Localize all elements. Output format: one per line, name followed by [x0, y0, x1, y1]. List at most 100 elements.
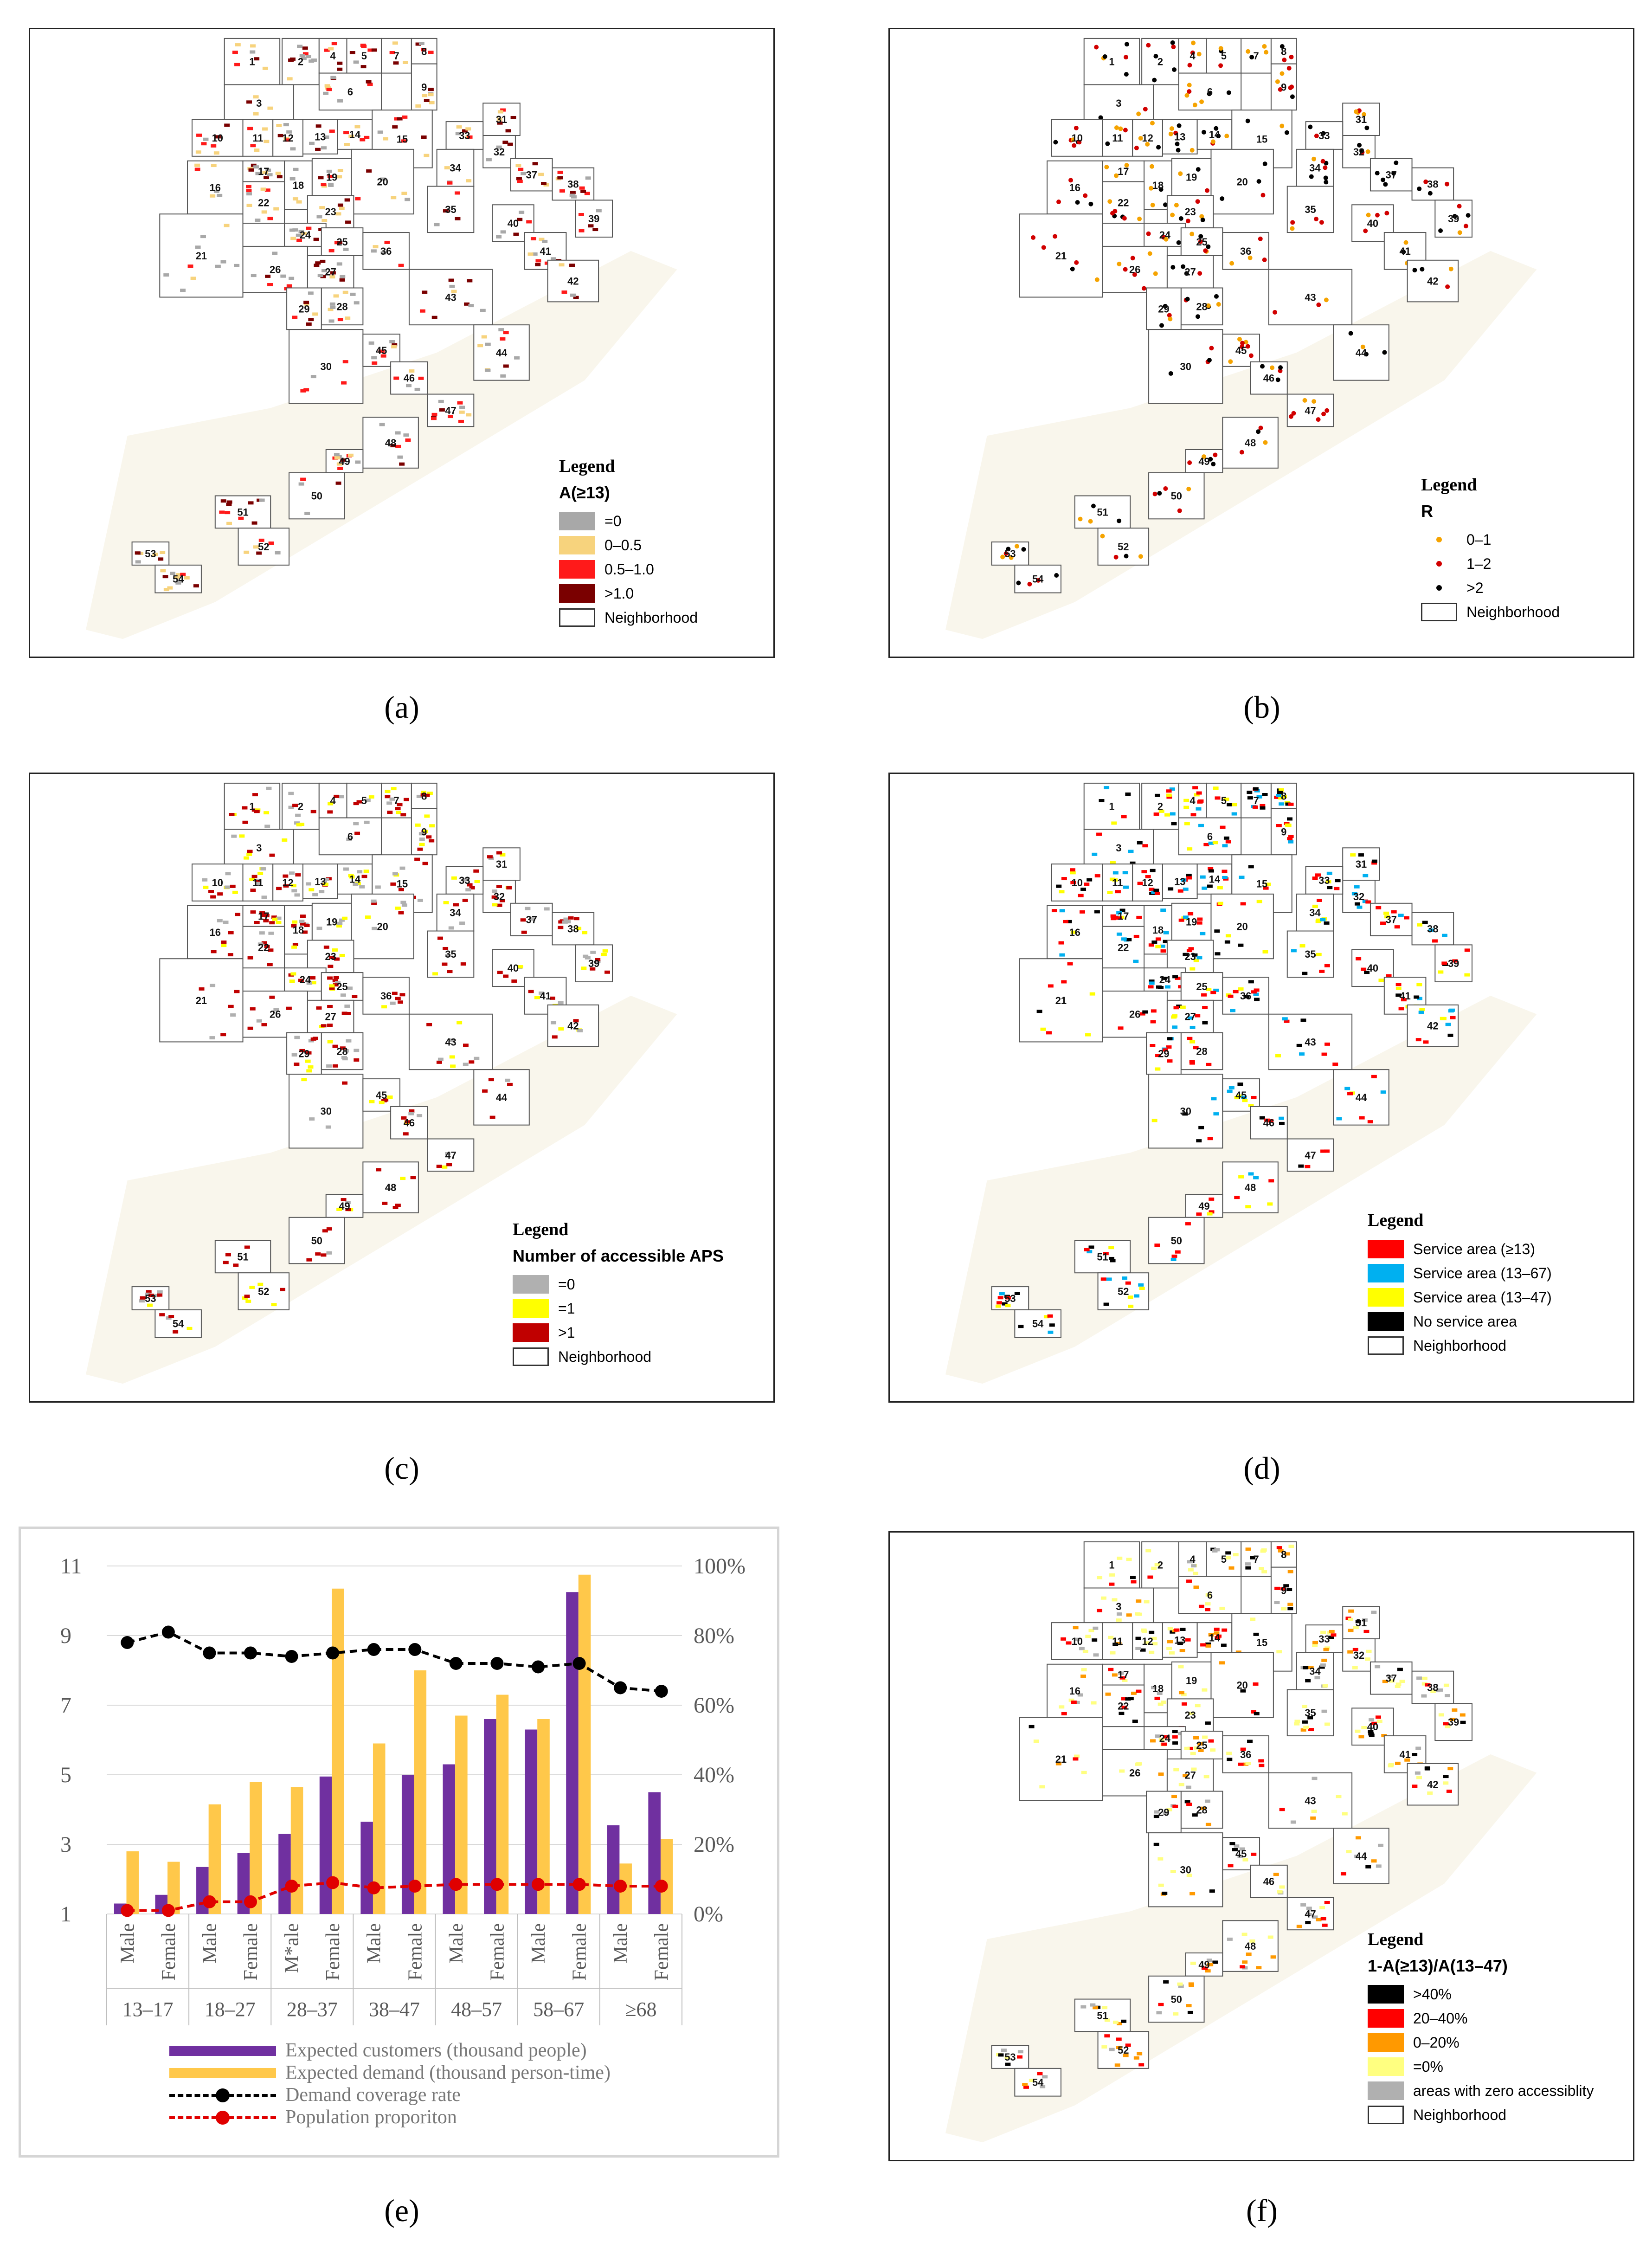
building [339, 206, 345, 210]
building [1412, 1785, 1418, 1788]
building [1160, 908, 1166, 912]
building [443, 901, 449, 905]
building [1066, 1641, 1072, 1645]
facility-point [1177, 508, 1182, 513]
building [1305, 1165, 1311, 1168]
building [1040, 2085, 1046, 2088]
building [246, 204, 252, 207]
building [999, 1292, 1005, 1295]
building [1245, 1205, 1251, 1209]
building [517, 218, 523, 221]
building [382, 1201, 388, 1205]
building [310, 375, 316, 379]
building [1151, 1637, 1157, 1640]
building [1158, 2003, 1164, 2006]
building [1155, 1054, 1161, 1057]
building [1253, 992, 1259, 996]
building [1116, 911, 1122, 915]
building [1371, 859, 1377, 863]
neighborhood-label: 17 [258, 166, 269, 177]
facility-point [1187, 63, 1192, 68]
neighborhood-33: 33 [1305, 1624, 1344, 1653]
neighborhood-label: 33 [1318, 875, 1330, 886]
building [1056, 884, 1062, 888]
facility-point [1270, 365, 1275, 370]
building [453, 903, 459, 907]
series-line-3 [127, 1881, 662, 1912]
building [328, 47, 334, 51]
neighborhood-label: 54 [173, 1318, 184, 1330]
neighborhood-32: 32 [1342, 1638, 1376, 1672]
building [1198, 1126, 1204, 1129]
building [496, 235, 502, 238]
facility-point [1239, 450, 1244, 455]
building [590, 967, 596, 971]
building [344, 1004, 350, 1008]
building [1251, 990, 1257, 994]
neighborhood-52: 52 [1097, 528, 1150, 566]
neighborhood-label: 3 [1116, 1601, 1121, 1612]
building [1240, 1965, 1246, 1969]
building [1194, 793, 1200, 797]
facility-point [1206, 303, 1211, 308]
neighborhood-label: 10 [212, 132, 223, 144]
facility-point [1118, 126, 1123, 131]
neighborhood-label: 37 [1386, 914, 1397, 926]
building [1188, 947, 1194, 951]
building [194, 163, 200, 167]
building [1136, 1599, 1142, 1603]
neighborhood-36: 36 [1222, 977, 1269, 1015]
building [1158, 809, 1164, 813]
building [227, 953, 233, 957]
building [1081, 1771, 1087, 1774]
facility-point [1199, 99, 1204, 104]
neighborhood-37: 37 [1370, 1661, 1413, 1695]
building [473, 869, 479, 873]
building [1384, 915, 1390, 919]
building [1352, 1648, 1358, 1651]
building [1172, 975, 1178, 979]
building [1172, 1741, 1178, 1745]
facility-point [1178, 171, 1183, 176]
building [210, 984, 216, 987]
building [248, 501, 254, 505]
neighborhood-label: 23 [325, 206, 336, 218]
legend-swatch [1368, 1312, 1404, 1331]
building [246, 852, 252, 856]
building [1135, 1762, 1141, 1766]
neighborhood-32: 32 [1342, 879, 1376, 913]
neighborhood-label: 17 [1118, 166, 1129, 177]
building [348, 453, 354, 457]
building [592, 228, 598, 232]
building [1251, 1710, 1257, 1714]
neighborhood-label: 29 [1158, 1048, 1169, 1059]
neighborhood-49: 49 [1185, 449, 1223, 473]
facility-point [1273, 310, 1278, 315]
facility-point [1206, 244, 1211, 249]
building [1164, 813, 1170, 817]
building [348, 874, 354, 877]
building [1150, 1044, 1156, 1047]
legend-item-demand: Expected demand (thousand person-time) [169, 2062, 611, 2084]
building [1087, 1250, 1093, 1254]
building [1187, 847, 1193, 851]
building [262, 66, 268, 70]
building [514, 356, 520, 360]
neighborhood-label: 12 [1142, 132, 1153, 144]
building [1314, 1676, 1320, 1680]
neighborhood-51: 51 [1074, 495, 1131, 529]
facility-point [1202, 454, 1206, 459]
building [1162, 1891, 1168, 1895]
neighborhood-2: 2 [1141, 782, 1179, 830]
building [486, 158, 492, 161]
neighborhood-label: 18 [1152, 180, 1164, 191]
building [276, 921, 282, 924]
building [288, 805, 294, 809]
building [1094, 910, 1100, 914]
building [1443, 1775, 1449, 1778]
building [1073, 1757, 1079, 1761]
building [492, 903, 498, 907]
building [551, 1021, 557, 1024]
building [1238, 943, 1244, 947]
building [1188, 1712, 1194, 1715]
